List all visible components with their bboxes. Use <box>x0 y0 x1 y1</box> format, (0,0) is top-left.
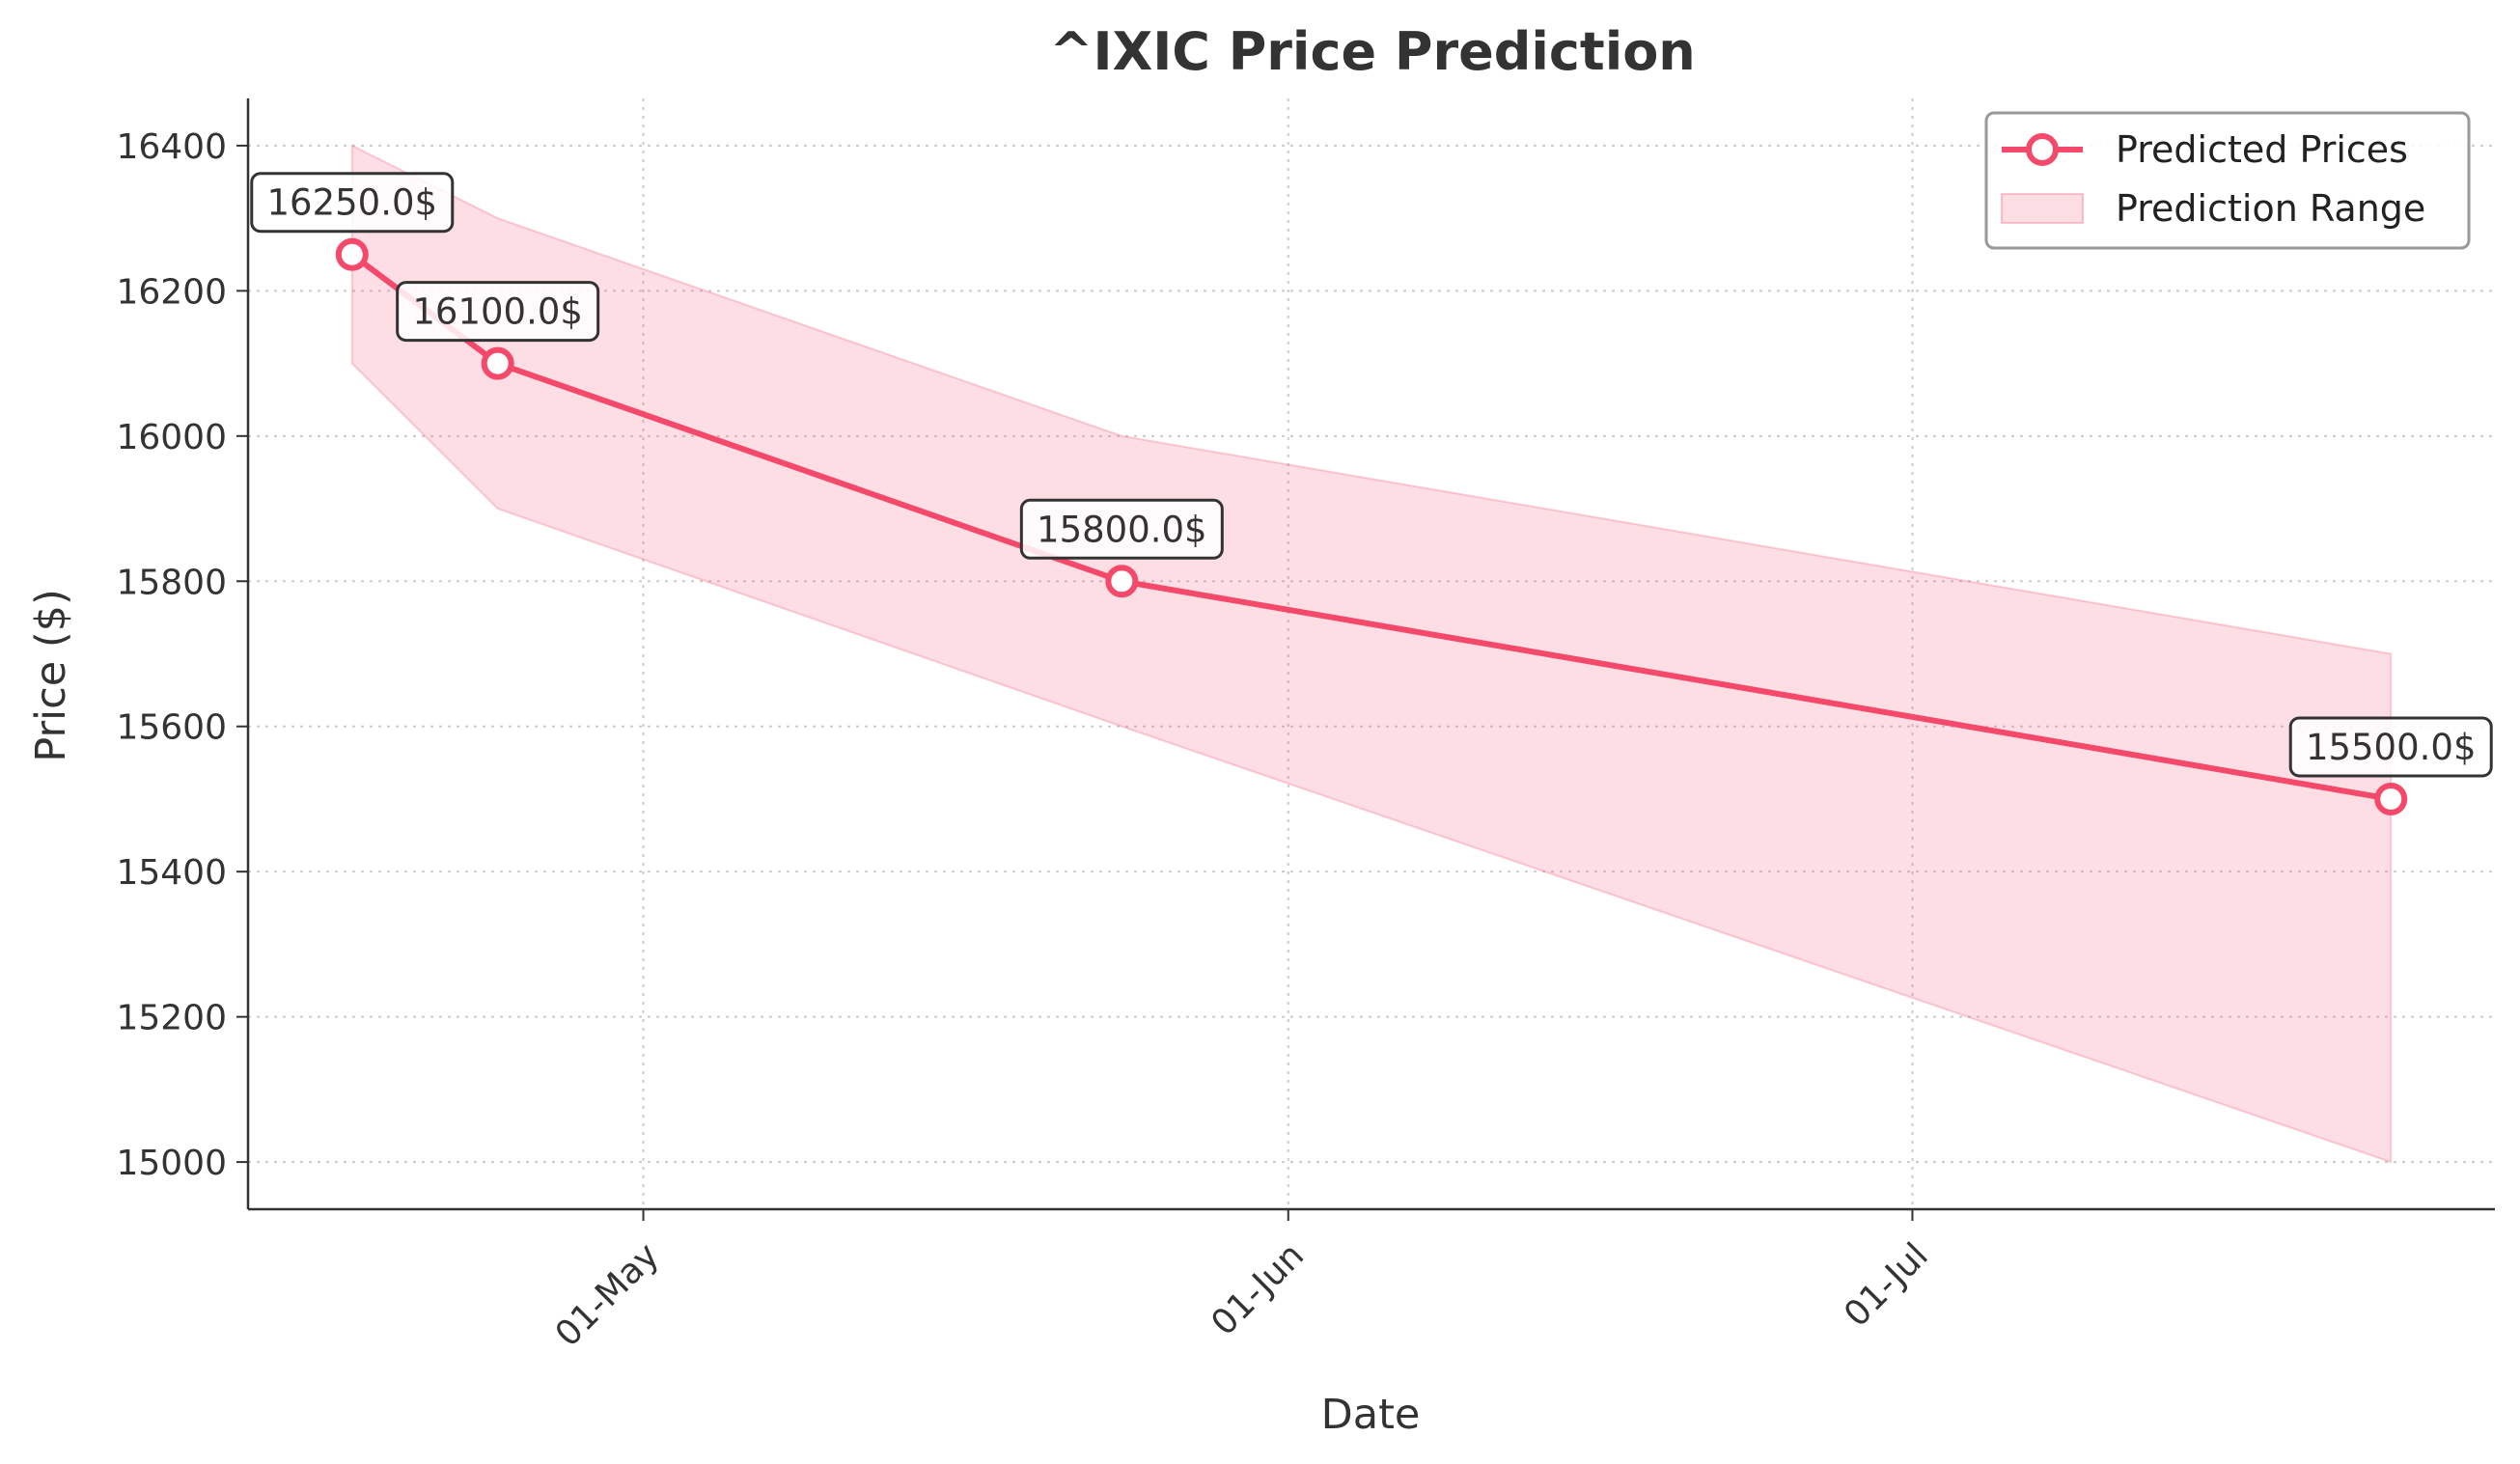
annotation-label: 15500.0$ <box>2306 727 2477 768</box>
predicted-price-point <box>481 346 514 380</box>
y-tick-label: 16000 <box>116 418 227 457</box>
x-tick-label: 01-May <box>548 1235 667 1354</box>
x-tick-label: 01-Jun <box>1204 1235 1312 1343</box>
predicted-price-point <box>335 237 369 271</box>
y-tick-label: 15800 <box>116 563 227 602</box>
legend-label-prediction-range: Prediction Range <box>2116 187 2425 230</box>
legend-marker-swatch <box>2026 133 2059 166</box>
annotation-label: 16100.0$ <box>412 291 583 333</box>
legend-range-swatch <box>2001 193 2084 224</box>
annotation-box <box>250 172 455 234</box>
legend-label-predicted-prices: Predicted Prices <box>2116 128 2408 171</box>
annotation-box <box>396 281 600 343</box>
predicted-price-point <box>1105 565 1139 598</box>
legend-box <box>1984 111 2471 250</box>
annotation-box <box>1019 498 1224 560</box>
y-tick-label: 15400 <box>116 853 227 893</box>
y-tick-label: 16200 <box>116 272 227 312</box>
annotation-label: 16250.0$ <box>267 182 438 224</box>
y-tick-label: 15200 <box>116 999 227 1038</box>
predicted-price-point <box>2374 782 2408 815</box>
annotation-box <box>2288 716 2493 778</box>
y-tick-label: 15000 <box>116 1144 227 1183</box>
prediction-range-band <box>350 144 2393 1164</box>
y-tick-label: 16400 <box>116 127 227 167</box>
x-tick-label: 01-Jul <box>1837 1235 1936 1335</box>
annotation-label: 15800.0$ <box>1037 509 1207 550</box>
chart-title: ^IXIC Price Prediction <box>1049 21 1696 82</box>
y-tick-label: 15600 <box>116 708 227 748</box>
x-axis-label: Date <box>1321 1391 1421 1439</box>
legend: Predicted Prices Prediction Range <box>1984 111 2471 250</box>
y-axis-label: Price ($) <box>27 589 75 761</box>
